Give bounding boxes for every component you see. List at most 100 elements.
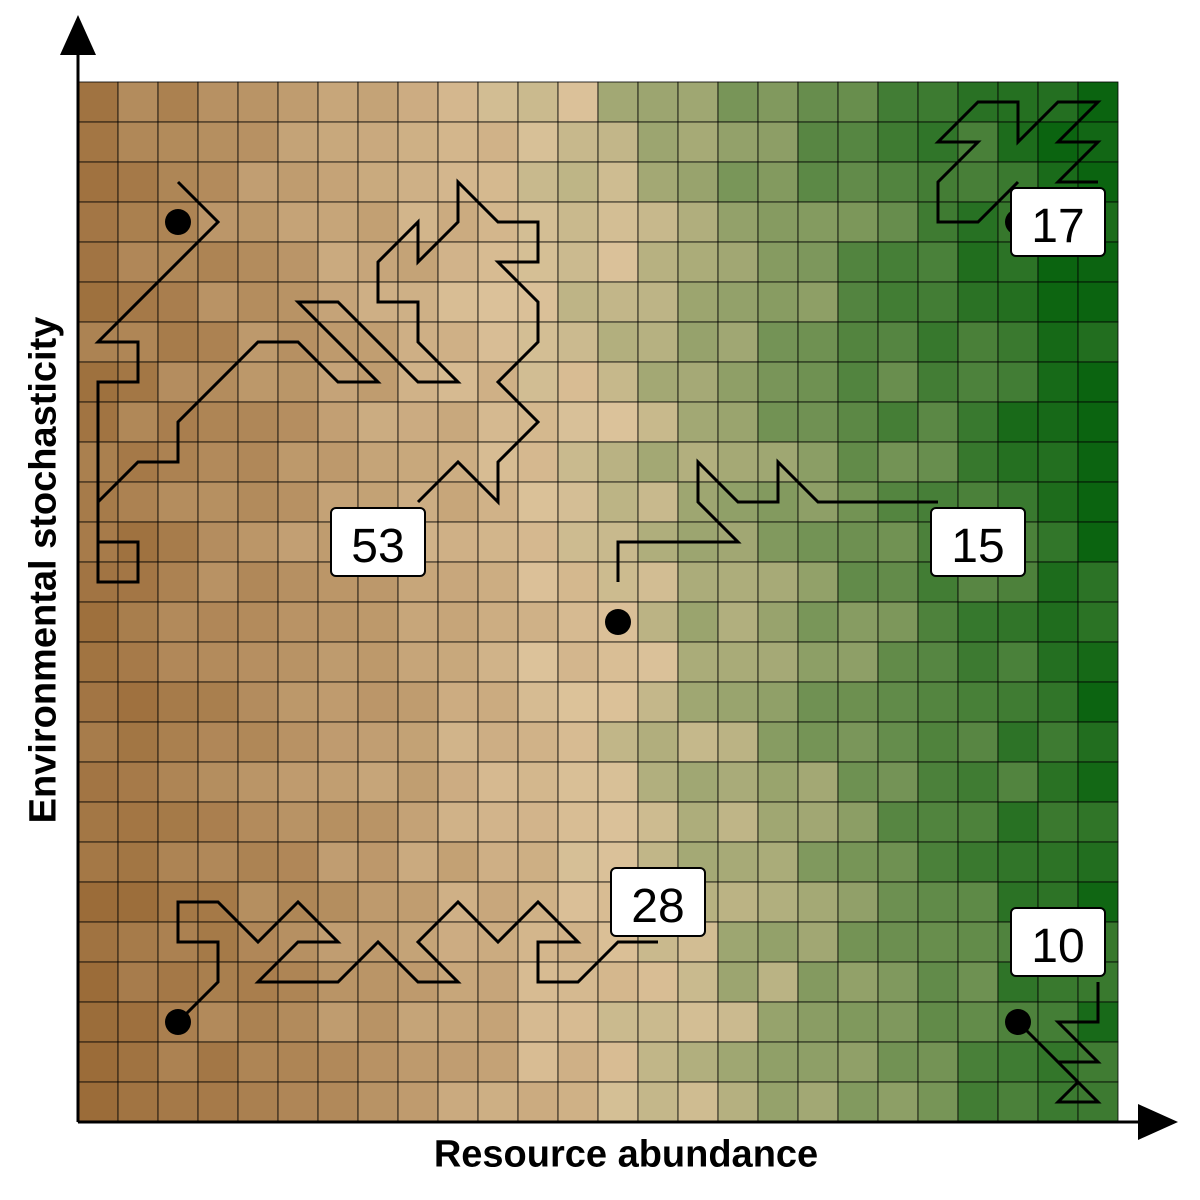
grid-cell — [877, 641, 919, 683]
grid-cell — [637, 481, 679, 523]
grid-cell — [877, 321, 919, 363]
grid-cell — [157, 121, 199, 163]
random-walks — [94, 100, 1102, 1104]
grid-cell — [597, 401, 639, 443]
grid-cell — [1037, 841, 1079, 883]
grid-cell — [237, 1001, 279, 1043]
walk-label-10-text: 10 — [1031, 920, 1084, 973]
grid-cell — [517, 1001, 559, 1043]
grid-cell — [717, 1001, 759, 1043]
grid-cell — [797, 201, 839, 243]
grid-cell — [757, 681, 799, 723]
grid-cell — [397, 441, 439, 483]
grid-cell — [477, 161, 519, 203]
grid-cell — [77, 121, 119, 163]
grid-cell — [557, 161, 599, 203]
grid-cell — [637, 441, 679, 483]
grid-cell — [197, 1081, 239, 1123]
grid-cell — [717, 881, 759, 923]
grid-cell — [797, 1081, 839, 1123]
grid-cell — [957, 321, 999, 363]
grid-cell — [197, 801, 239, 843]
grid-cell — [517, 481, 559, 523]
walk-label-17-text: 17 — [1031, 200, 1084, 253]
grid-cell — [237, 841, 279, 883]
grid-cell — [717, 161, 759, 203]
grid-cell — [117, 481, 159, 523]
grid-cell — [637, 201, 679, 243]
grid-cell — [477, 281, 519, 323]
grid-cell — [797, 921, 839, 963]
grid-cell — [77, 81, 119, 123]
grid-cell — [517, 681, 559, 723]
grid-cell — [917, 321, 959, 363]
grid-cell — [997, 761, 1039, 803]
grid-cell — [397, 1001, 439, 1043]
grid-cell — [437, 681, 479, 723]
grid-cell — [637, 321, 679, 363]
grid-cell — [837, 1041, 879, 1083]
grid-cell — [477, 1081, 519, 1123]
grid-cell — [117, 601, 159, 643]
grid-cell — [357, 1081, 399, 1123]
grid-cell — [637, 401, 679, 443]
grid-cell — [757, 121, 799, 163]
grid-cell — [237, 481, 279, 523]
grid-cell — [837, 1081, 879, 1123]
grid-cell — [517, 801, 559, 843]
grid-cell — [837, 921, 879, 963]
grid-cell — [677, 201, 719, 243]
grid-cell — [437, 1041, 479, 1083]
grid-cell — [557, 801, 599, 843]
grid-cell — [397, 161, 439, 203]
grid-cell — [877, 801, 919, 843]
grid-cell — [477, 841, 519, 883]
grid-cell — [197, 721, 239, 763]
grid-cell — [677, 361, 719, 403]
grid-cell — [277, 401, 319, 443]
grid-cell — [717, 681, 759, 723]
grid-cell — [797, 601, 839, 643]
grid-cell — [237, 761, 279, 803]
grid-cell — [597, 281, 639, 323]
grid-cell — [1077, 641, 1119, 683]
grid-cell — [637, 721, 679, 763]
grid-cell — [157, 561, 199, 603]
grid-cell — [77, 161, 119, 203]
grid-cell — [117, 121, 159, 163]
grid-cell — [477, 321, 519, 363]
grid-cell — [557, 1081, 599, 1123]
grid-cell — [357, 161, 399, 203]
grid-cell — [637, 561, 679, 603]
grid-cell — [717, 841, 759, 883]
grid-cell — [1077, 561, 1119, 603]
grid-cell — [677, 681, 719, 723]
walk-start-point-15 — [605, 609, 631, 635]
grid-cell — [77, 681, 119, 723]
grid-cell — [717, 401, 759, 443]
grid-cell — [717, 281, 759, 323]
walk-path-10 — [1016, 982, 1102, 1104]
grid-cell — [197, 81, 239, 123]
grid-cell — [437, 601, 479, 643]
grid-cell — [637, 121, 679, 163]
grid-cell — [517, 641, 559, 683]
grid-cell — [437, 281, 479, 323]
grid-cell — [957, 761, 999, 803]
grid-cell — [797, 1001, 839, 1043]
x-axis-arrow — [1138, 1104, 1178, 1140]
grid-cell — [597, 321, 639, 363]
grid-cell — [197, 281, 239, 323]
grid-cell — [957, 401, 999, 443]
grid-cell — [77, 281, 119, 323]
grid-cell — [77, 201, 119, 243]
grid-cell — [757, 521, 799, 563]
grid-cell — [557, 441, 599, 483]
grid-cell — [757, 201, 799, 243]
grid-cell — [237, 681, 279, 723]
grid-cell — [77, 881, 119, 923]
grid-cell — [597, 441, 639, 483]
grid-cell — [677, 281, 719, 323]
grid-cell — [117, 801, 159, 843]
grid-cell — [1037, 601, 1079, 643]
